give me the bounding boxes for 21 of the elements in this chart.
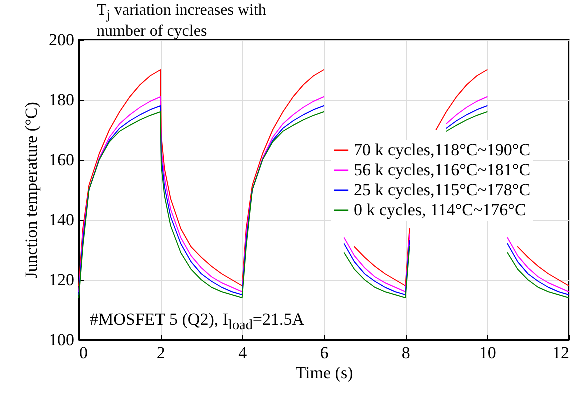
x-tick-label: 12 <box>552 344 570 362</box>
x-tick-label: 2 <box>156 344 166 362</box>
y-tick-label: 100 <box>49 330 74 350</box>
x-tick-label: 10 <box>479 344 496 362</box>
legend-label: 0 k cycles, 114°C~176°C <box>354 200 526 220</box>
y-tick-label: 180 <box>49 90 74 110</box>
y-tick-label: 160 <box>49 150 74 170</box>
x-tick-label: 4 <box>238 344 248 362</box>
y-tick-label: 120 <box>49 270 74 290</box>
x-axis-title: Time (s) <box>296 364 354 382</box>
text: T$_{j}$ variation increases with number of cycles <box>97 2 268 40</box>
y-axis-title: Junction temperature (°C) <box>22 102 41 279</box>
legend-label: 70 k cycles,118°C~190°C <box>354 140 531 160</box>
legend-label: 25 k cycles,115°C~178°C <box>354 180 531 200</box>
y-tick-label: 140 <box>49 210 74 230</box>
legend-label: 56 k cycles,116°C~181°C <box>354 160 531 180</box>
x-tick-label: 0 <box>80 344 88 362</box>
annotation: #MOSFET 5 (Q2), I$_{load}$=21.5A <box>90 310 306 336</box>
y-tick-label: 200 <box>49 30 74 50</box>
x-tick-label: 6 <box>320 344 329 362</box>
x-tick-label: 8 <box>402 344 410 362</box>
